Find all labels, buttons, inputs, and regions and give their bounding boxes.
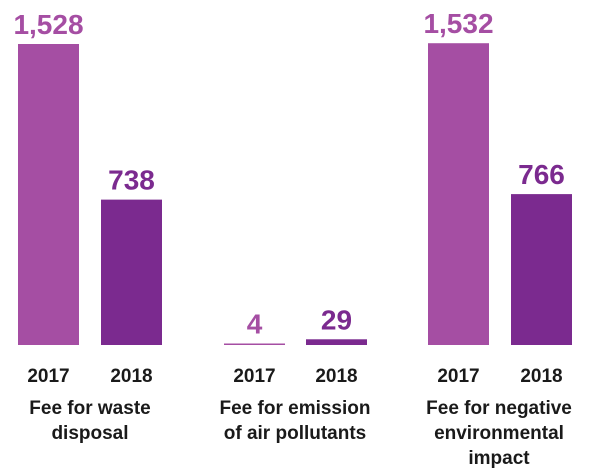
data-label-2017-group-2: 4 [247,309,263,340]
group-label-1-line-2: disposal [51,423,128,444]
group-label-3-line-3: impact [468,448,530,469]
year-label-2018-group-3: 2018 [520,366,562,387]
year-label-2017-group-3: 2017 [437,366,479,387]
group-label-2-line-2: of air pollutants [224,423,367,444]
group-label-1-line-1: Fee for waste [29,398,150,419]
data-label-2018-group-1: 738 [108,165,155,196]
bar-2017-group-1 [18,44,79,345]
year-label-2018-group-1: 2018 [110,366,152,387]
bar-2017-group-3 [428,43,489,346]
data-label-2017-group-3: 1,532 [423,8,493,39]
bar-2018-group-2 [306,339,367,345]
bar-2017-group-2 [224,343,285,345]
year-label-2018-group-2: 2018 [315,366,357,387]
group-label-3-line-2: environmental [434,423,564,444]
year-label-2017-group-2: 2017 [233,366,275,387]
bar-2018-group-1 [101,199,162,345]
group-label-2-line-1: Fee for emission [220,398,371,419]
data-label-2018-group-3: 766 [518,159,565,190]
bar-2018-group-3 [511,194,572,345]
year-label-2017-group-1: 2017 [27,366,69,387]
data-label-2018-group-2: 29 [321,304,352,335]
data-label-2017-group-1: 1,528 [13,9,83,40]
group-label-3-line-1: Fee for negative [426,398,572,419]
